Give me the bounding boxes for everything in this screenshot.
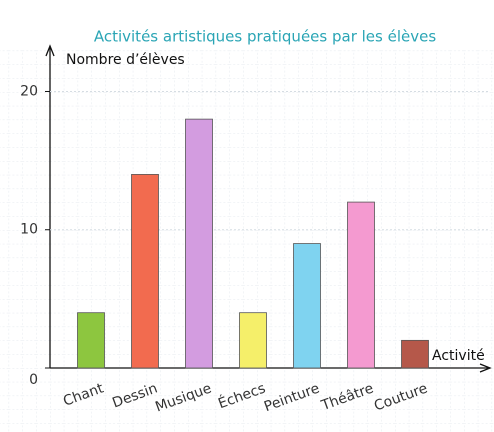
bar bbox=[131, 174, 159, 369]
graph-paper bbox=[0, 50, 494, 432]
y-tick-label: 20 bbox=[20, 83, 38, 99]
bar bbox=[185, 118, 213, 369]
bar bbox=[293, 243, 321, 369]
bar bbox=[77, 312, 105, 369]
y-tick-label: 10 bbox=[20, 222, 38, 238]
y-axis-label: Nombre d’élèves bbox=[66, 52, 185, 68]
x-axis-arrow bbox=[479, 363, 492, 373]
bar bbox=[401, 339, 429, 369]
y-axis-arrow bbox=[45, 44, 55, 57]
bar bbox=[347, 201, 375, 369]
y-tick-label: 0 bbox=[29, 372, 38, 388]
x-axis-label: Activité bbox=[432, 348, 485, 364]
bar bbox=[239, 312, 267, 369]
chart-title: Activités artistiques pratiquées par les… bbox=[94, 28, 436, 46]
